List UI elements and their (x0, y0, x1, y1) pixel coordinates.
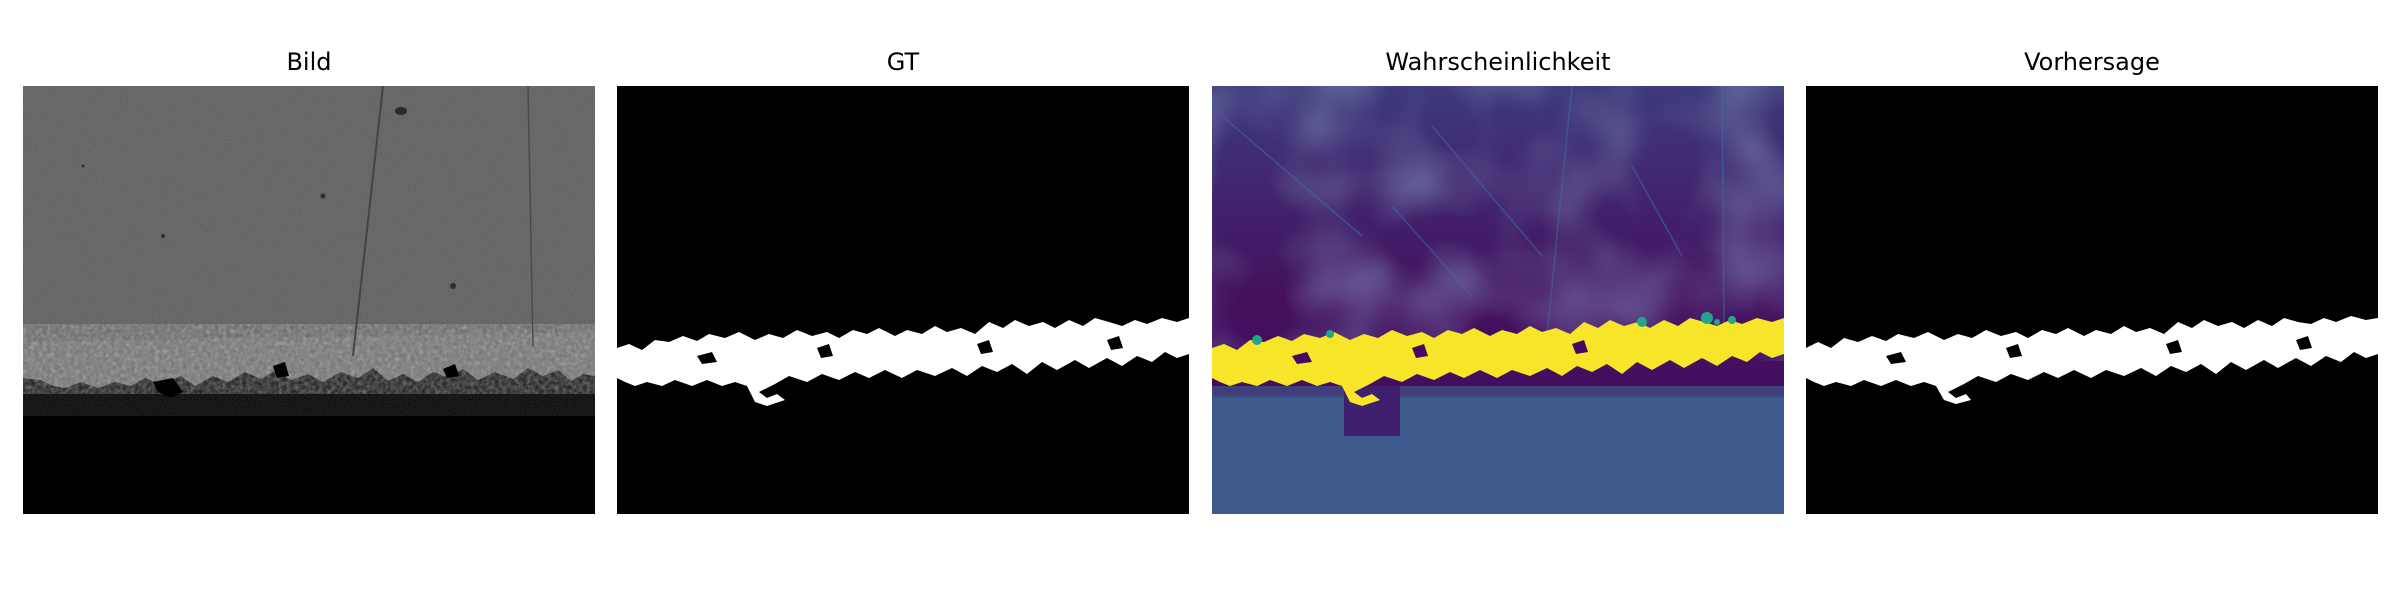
probability-svg (1212, 86, 1784, 514)
panel-image: Bild (23, 0, 595, 600)
prediction-svg (1806, 86, 2378, 514)
panel-title-bild: Bild (286, 48, 332, 76)
panel-probability: Wahrscheinlichkeit (1212, 0, 1784, 600)
image-probability (1212, 86, 1784, 514)
panel-title-wahrscheinlichkeit: Wahrscheinlichkeit (1385, 48, 1611, 76)
gt-svg (617, 86, 1189, 514)
prediction-mask (1806, 316, 2378, 404)
panel-title-vorhersage: Vorhersage (2024, 48, 2160, 76)
panel-title-gt: GT (886, 48, 920, 76)
probability-high-band (1212, 318, 1784, 406)
image-bild (23, 86, 595, 514)
panel-prediction: Vorhersage (1806, 0, 2378, 600)
image-prediction (1806, 86, 2378, 514)
bild-svg (23, 86, 595, 514)
image-gt (617, 86, 1189, 514)
gt-mask (617, 318, 1189, 406)
panel-gt: GT (617, 0, 1189, 600)
